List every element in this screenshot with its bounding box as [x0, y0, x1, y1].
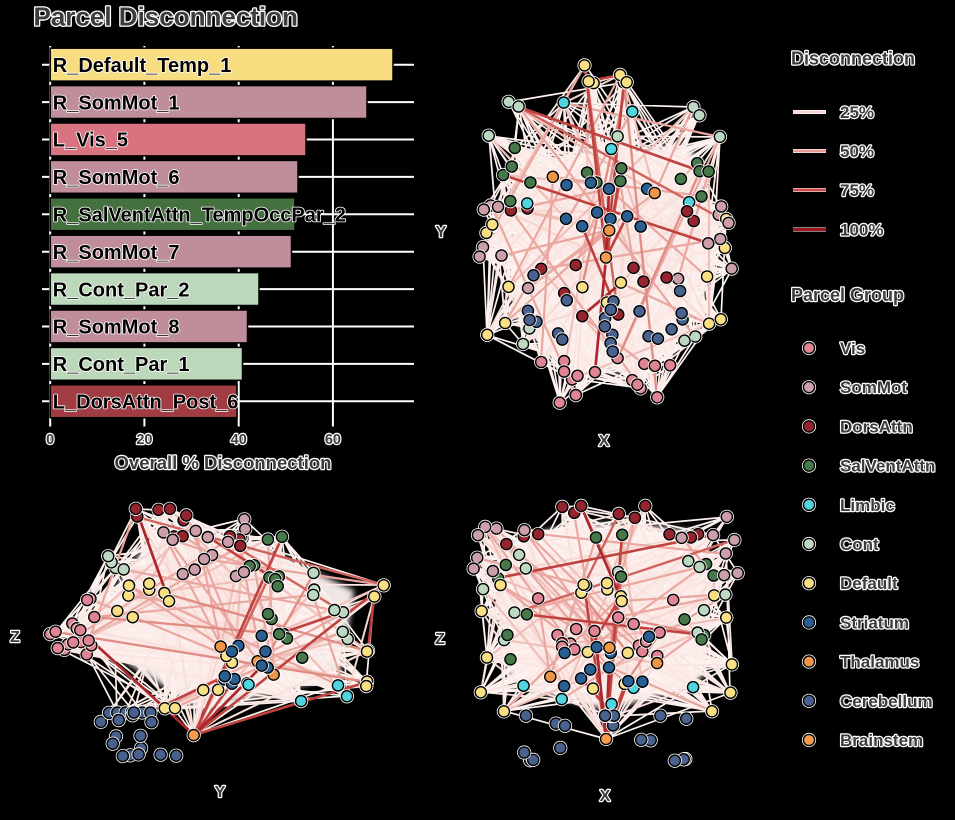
svg-text:Disconnection: Disconnection — [791, 49, 915, 69]
svg-text:Vis: Vis — [840, 339, 865, 358]
svg-text:R_Default_Temp_1: R_Default_Temp_1 — [53, 55, 232, 77]
svg-text:SomMot: SomMot — [840, 378, 907, 397]
svg-text:X: X — [599, 433, 610, 450]
svg-text:0: 0 — [46, 432, 54, 448]
svg-text:R_SomMot_7: R_SomMot_7 — [53, 242, 180, 264]
svg-text:100%: 100% — [840, 221, 883, 240]
svg-text:Z: Z — [435, 631, 445, 648]
svg-text:40: 40 — [231, 432, 247, 448]
svg-text:Y: Y — [215, 784, 226, 801]
svg-text:SalVentAttn: SalVentAttn — [840, 457, 935, 476]
svg-text:75%: 75% — [840, 181, 874, 200]
svg-text:Striatum: Striatum — [840, 613, 909, 632]
svg-text:L_DorsAttn_Post_6: L_DorsAttn_Post_6 — [53, 392, 239, 414]
svg-text:R_SalVentAttn_TempOccPar_2: R_SalVentAttn_TempOccPar_2 — [53, 205, 346, 227]
svg-text:R_SomMot_6: R_SomMot_6 — [53, 167, 180, 189]
svg-text:R_Cont_Par_2: R_Cont_Par_2 — [53, 279, 190, 301]
svg-text:Cont: Cont — [840, 535, 879, 554]
svg-text:60: 60 — [325, 432, 341, 448]
svg-text:20: 20 — [136, 432, 152, 448]
svg-text:25%: 25% — [840, 103, 874, 122]
svg-text:50%: 50% — [840, 142, 874, 161]
svg-text:L_Vis_5: L_Vis_5 — [53, 130, 128, 152]
svg-text:R_SomMot_1: R_SomMot_1 — [53, 92, 180, 114]
svg-text:Limbic: Limbic — [840, 496, 895, 515]
svg-text:R_SomMot_8: R_SomMot_8 — [53, 317, 180, 339]
svg-text:Thalamus: Thalamus — [840, 653, 919, 672]
svg-text:Y: Y — [436, 224, 447, 241]
svg-text:Default: Default — [840, 574, 898, 593]
svg-text:Overall % Disconnection: Overall % Disconnection — [115, 452, 332, 473]
svg-text:Brainstem: Brainstem — [840, 731, 923, 750]
svg-text:Z: Z — [10, 629, 20, 646]
svg-text:Parcel Disconnection: Parcel Disconnection — [34, 2, 298, 32]
svg-text:DorsAttn: DorsAttn — [840, 417, 913, 436]
svg-text:Cerebellum: Cerebellum — [840, 692, 933, 711]
svg-text:Parcel Group: Parcel Group — [791, 285, 904, 305]
svg-text:X: X — [600, 788, 611, 805]
svg-text:R_Cont_Par_1: R_Cont_Par_1 — [53, 354, 190, 376]
